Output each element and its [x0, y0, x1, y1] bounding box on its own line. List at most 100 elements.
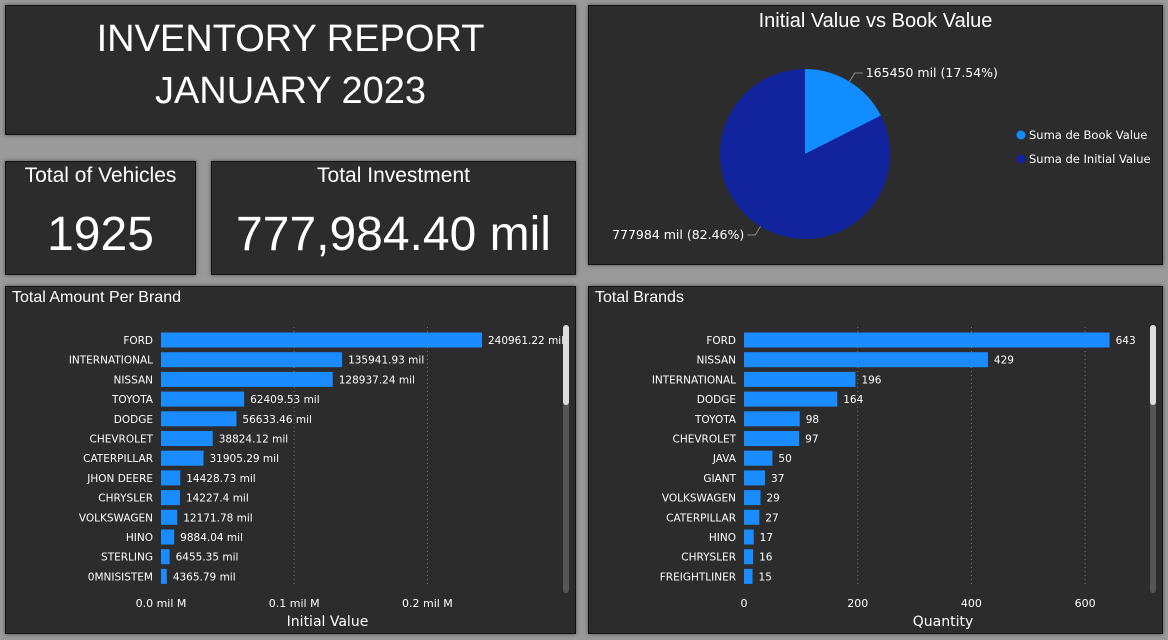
amount-bar-12 [161, 568, 167, 584]
pie-slice-0 [805, 69, 881, 154]
brands-bar-5 [744, 431, 800, 446]
amount-category-label-0: FORD [123, 335, 153, 347]
pie-chart-card: Initial Value vs Book Value 165450 mil (… [588, 5, 1163, 265]
brands-category-label-11: CHRYSLER [681, 552, 736, 564]
brands-tick-label-2: 400 [961, 597, 982, 610]
brands-bar-8 [744, 490, 761, 506]
brands-value-label-6: 50 [778, 453, 791, 465]
amount-category-label-3: TOYOTA [111, 394, 154, 406]
brands-category-label-8: VOLKSWAGEN [662, 493, 736, 505]
amount-value-label-7: 14428.73 mil [186, 473, 256, 485]
total-investment-label: Total Investment [317, 164, 470, 187]
amount-per-brand-chart: 0.0 mil M 0.1 mil M 0.2 mil M FORD 240961.22… [69, 325, 569, 630]
amount-category-label-12: 0MNISISTEM [88, 571, 153, 583]
pie-data-label-1: 777984 mil (82.46%) [612, 227, 744, 242]
brands-scrollbar-thumb [1150, 325, 1156, 405]
legend-marker-1 [1016, 154, 1026, 164]
brands-value-label-1: 429 [994, 355, 1014, 367]
pie-chart: 165450 mil (17.54%) 777984 mil (82.46%) Su… [612, 65, 1151, 242]
amount-category-label-1: INTERNATIONAL [69, 355, 153, 367]
brands-category-label-1: NISSAN [696, 355, 736, 367]
brands-value-label-7: 37 [771, 473, 784, 485]
amount-per-brand-card: Total Amount Per Brand 0.0 mil M 0.1 mil … [5, 286, 576, 634]
brands-bar-7 [744, 470, 766, 486]
amount-tick-label-1: 0.1 mil M [269, 597, 320, 610]
amount-tick-label-0: 0.0 mil M [136, 597, 187, 610]
total-vehicles-label: Total of Vehicles [24, 164, 177, 187]
amount-value-label-2: 128937.24 mil [339, 374, 415, 386]
brands-tick-label-1: 200 [847, 597, 868, 610]
amount-axis-title: Initial Value [287, 614, 369, 630]
brands-bar-2 [744, 371, 856, 387]
amount-category-label-7: JHON DEERE [86, 473, 153, 485]
amount-value-label-6: 31905.29 mil [209, 453, 279, 465]
amount-value-label-10: 9884.04 mil [180, 532, 243, 544]
brands-bar-3 [744, 391, 838, 407]
legend-label-1: Suma de Initial Value [1029, 152, 1151, 166]
brands-bar-0 [744, 332, 1110, 348]
brands-category-label-2: INTERNATIONAL [652, 374, 736, 386]
amount-bar-9 [161, 509, 178, 525]
total-investment-card: Total Investment 777,984.40 mil [211, 161, 576, 275]
brands-value-label-12: 15 [759, 571, 772, 583]
total-vehicles-card: Total of Vehicles 1925 [5, 161, 196, 275]
total-brands-chart: 0 200 400 600 FORD 643 NISSAN 429 INTERNATIONAL 1… [652, 325, 1156, 630]
pie-chart-title: Initial Value vs Book Value [758, 10, 993, 32]
amount-chart-title: Total Amount Per Brand [12, 289, 181, 306]
brands-bar-9 [744, 509, 760, 525]
brands-category-label-6: JAVA [712, 453, 737, 465]
amount-bar-0 [161, 332, 482, 348]
brands-category-label-3: DODGE [697, 394, 736, 406]
pie-leader-line-1 [747, 226, 761, 236]
brands-bar-1 [744, 352, 988, 368]
brands-category-label-10: HINO [709, 532, 736, 544]
brands-category-label-5: CHEVROLET [672, 434, 736, 446]
amount-bar-10 [161, 529, 175, 545]
pie-data-label-0: 165450 mil (17.54%) [866, 65, 998, 80]
report-title-card: INVENTORY REPORT JANUARY 2023 [5, 5, 576, 135]
pie-leader-line-0 [849, 72, 863, 82]
amount-bar-11 [161, 549, 170, 565]
brands-category-label-9: CATERPILLAR [666, 512, 736, 524]
amount-value-label-5: 38824.12 mil [219, 434, 289, 446]
legend-marker-0 [1016, 130, 1026, 140]
total-vehicles-value: 1925 [47, 208, 154, 261]
brands-chart-title: Total Brands [595, 289, 684, 306]
brands-value-label-11: 16 [759, 552, 773, 564]
brands-value-label-10: 17 [760, 532, 773, 544]
amount-category-label-9: VOLKSWAGEN [79, 512, 153, 524]
amount-value-label-8: 14227.4 mil [186, 493, 249, 505]
amount-category-label-10: HINO [126, 532, 153, 544]
brands-value-label-5: 97 [805, 434, 818, 446]
amount-category-label-5: CHEVROLET [89, 434, 153, 446]
brands-value-label-0: 643 [1116, 335, 1136, 347]
amount-bar-1 [161, 352, 343, 368]
amount-bar-7 [161, 470, 181, 486]
brands-bar-11 [744, 549, 754, 565]
amount-category-label-4: DODGE [114, 414, 153, 426]
brands-value-label-3: 164 [843, 394, 863, 406]
amount-value-label-9: 12171.78 mil [183, 512, 253, 524]
amount-bar-3 [161, 391, 245, 407]
amount-category-label-6: CATERPILLAR [83, 453, 153, 465]
brands-bar-12 [744, 568, 753, 584]
amount-value-label-11: 6455.35 mil [176, 552, 239, 564]
amount-value-label-4: 56633.46 mil [242, 414, 312, 426]
brands-value-label-9: 27 [765, 512, 778, 524]
amount-tick-label-2: 0.2 mil M [402, 597, 453, 610]
brands-category-label-0: FORD [706, 335, 736, 347]
amount-bar-5 [161, 431, 213, 446]
pie-slice-1 [720, 69, 890, 240]
report-title: INVENTORY REPORT [96, 18, 485, 60]
amount-category-label-11: STERLING [101, 552, 153, 564]
brands-bar-10 [744, 529, 754, 545]
amount-category-label-8: CHRYSLER [98, 493, 153, 505]
brands-axis-title: Quantity [913, 614, 974, 630]
amount-bar-2 [161, 371, 333, 387]
brands-value-label-2: 196 [861, 374, 881, 386]
brands-bar-4 [744, 411, 800, 427]
brands-tick-label-3: 600 [1075, 597, 1096, 610]
amount-scrollbar-thumb [563, 325, 569, 405]
legend-label-0: Suma de Book Value [1029, 128, 1147, 142]
total-brands-card: Total Brands 0 200 400 600 FORD 643 NISSAN 429 I… [588, 286, 1163, 634]
